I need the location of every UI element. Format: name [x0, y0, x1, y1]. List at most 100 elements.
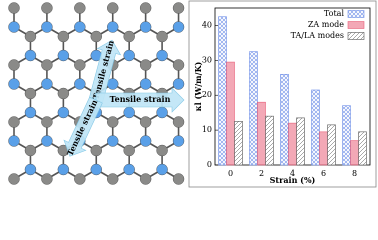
atom [8, 59, 20, 71]
atom [41, 2, 53, 14]
bar [234, 121, 243, 166]
atom [57, 87, 70, 100]
atom [24, 87, 37, 100]
atom [24, 30, 37, 43]
atom [139, 135, 152, 147]
legend-swatch [347, 32, 365, 40]
atom [123, 144, 135, 157]
atom [8, 173, 20, 185]
legend-swatch [347, 10, 365, 18]
atom [90, 144, 102, 157]
atom [123, 49, 135, 62]
y-tick-label: 30 [202, 55, 212, 64]
atom [156, 49, 168, 62]
arrow-label: Tensile strain [110, 94, 171, 104]
legend-label: Total [324, 9, 345, 18]
atom [41, 78, 53, 90]
y-tick-label: 10 [202, 125, 212, 134]
bar [280, 73, 289, 166]
legend-label: TA/LA modes [291, 31, 344, 40]
chart: 0 10 20 30 40 0 2 4 6 8 Strain (%) κl (W/m/K) Total Z… [193, 7, 371, 185]
atom [172, 21, 185, 33]
x-axis-title: Strain (%) [270, 175, 316, 185]
bar [249, 51, 258, 166]
atom [172, 173, 185, 185]
x-tick-label: 4 [290, 169, 295, 178]
atom [41, 59, 53, 71]
atom [139, 78, 152, 90]
chart-frame [188, 0, 377, 188]
bar [350, 140, 359, 166]
atom [156, 30, 168, 43]
legend-label: ZA mode [308, 20, 344, 29]
atom [172, 116, 185, 128]
bar [319, 131, 328, 166]
atom [90, 30, 102, 43]
atom [8, 116, 20, 128]
atom [74, 2, 86, 14]
atom [57, 49, 70, 62]
atom [123, 30, 135, 43]
atom [107, 135, 119, 147]
strain-arrow: Tensile strain [95, 87, 185, 113]
bar [226, 61, 235, 166]
atom [24, 106, 37, 119]
atom [74, 21, 86, 33]
bar [327, 124, 336, 166]
x-tick-label: 2 [259, 169, 264, 178]
bar [265, 115, 274, 166]
atom [41, 116, 53, 128]
bar [257, 101, 266, 166]
bar [218, 16, 227, 166]
atom [172, 135, 185, 147]
atom [139, 116, 152, 128]
atom [172, 2, 185, 14]
y-axis-title: κl (W/m/K) [193, 61, 203, 111]
atom [57, 163, 70, 176]
atom [41, 173, 53, 185]
atom [24, 163, 37, 176]
atom [57, 106, 70, 119]
atom [139, 173, 152, 185]
atom [41, 135, 53, 147]
atom [172, 59, 185, 71]
atom [107, 21, 119, 33]
legend-swatch [347, 21, 365, 29]
atom [74, 173, 86, 185]
atom [24, 49, 37, 62]
atom [107, 116, 119, 128]
arrow-shape [63, 96, 103, 157]
y-tick-label: 40 [202, 20, 212, 29]
x-tick-label: 0 [228, 169, 233, 178]
bar [311, 89, 320, 166]
atom [156, 106, 168, 119]
atom [90, 163, 102, 176]
y-tick-label: 20 [202, 90, 212, 99]
atom [139, 2, 152, 14]
atom [123, 106, 135, 119]
atom [172, 78, 185, 90]
bar [342, 105, 351, 166]
atom [8, 21, 20, 33]
atom [123, 163, 135, 176]
bar [296, 117, 305, 166]
atom [156, 163, 168, 176]
atom [139, 21, 152, 33]
atom [41, 21, 53, 33]
atom [8, 78, 20, 90]
atom [156, 144, 168, 157]
y-tick-label: 0 [207, 160, 212, 169]
x-tick-label: 8 [352, 169, 357, 178]
atom [107, 173, 119, 185]
atom [8, 2, 20, 14]
atom [8, 135, 20, 147]
bar [358, 131, 367, 166]
arrow-shape [95, 87, 185, 113]
atom [24, 144, 37, 157]
atom [107, 2, 119, 14]
atom [74, 59, 86, 71]
atom [74, 78, 86, 90]
bar [288, 122, 297, 166]
x-tick-label: 6 [321, 169, 326, 178]
